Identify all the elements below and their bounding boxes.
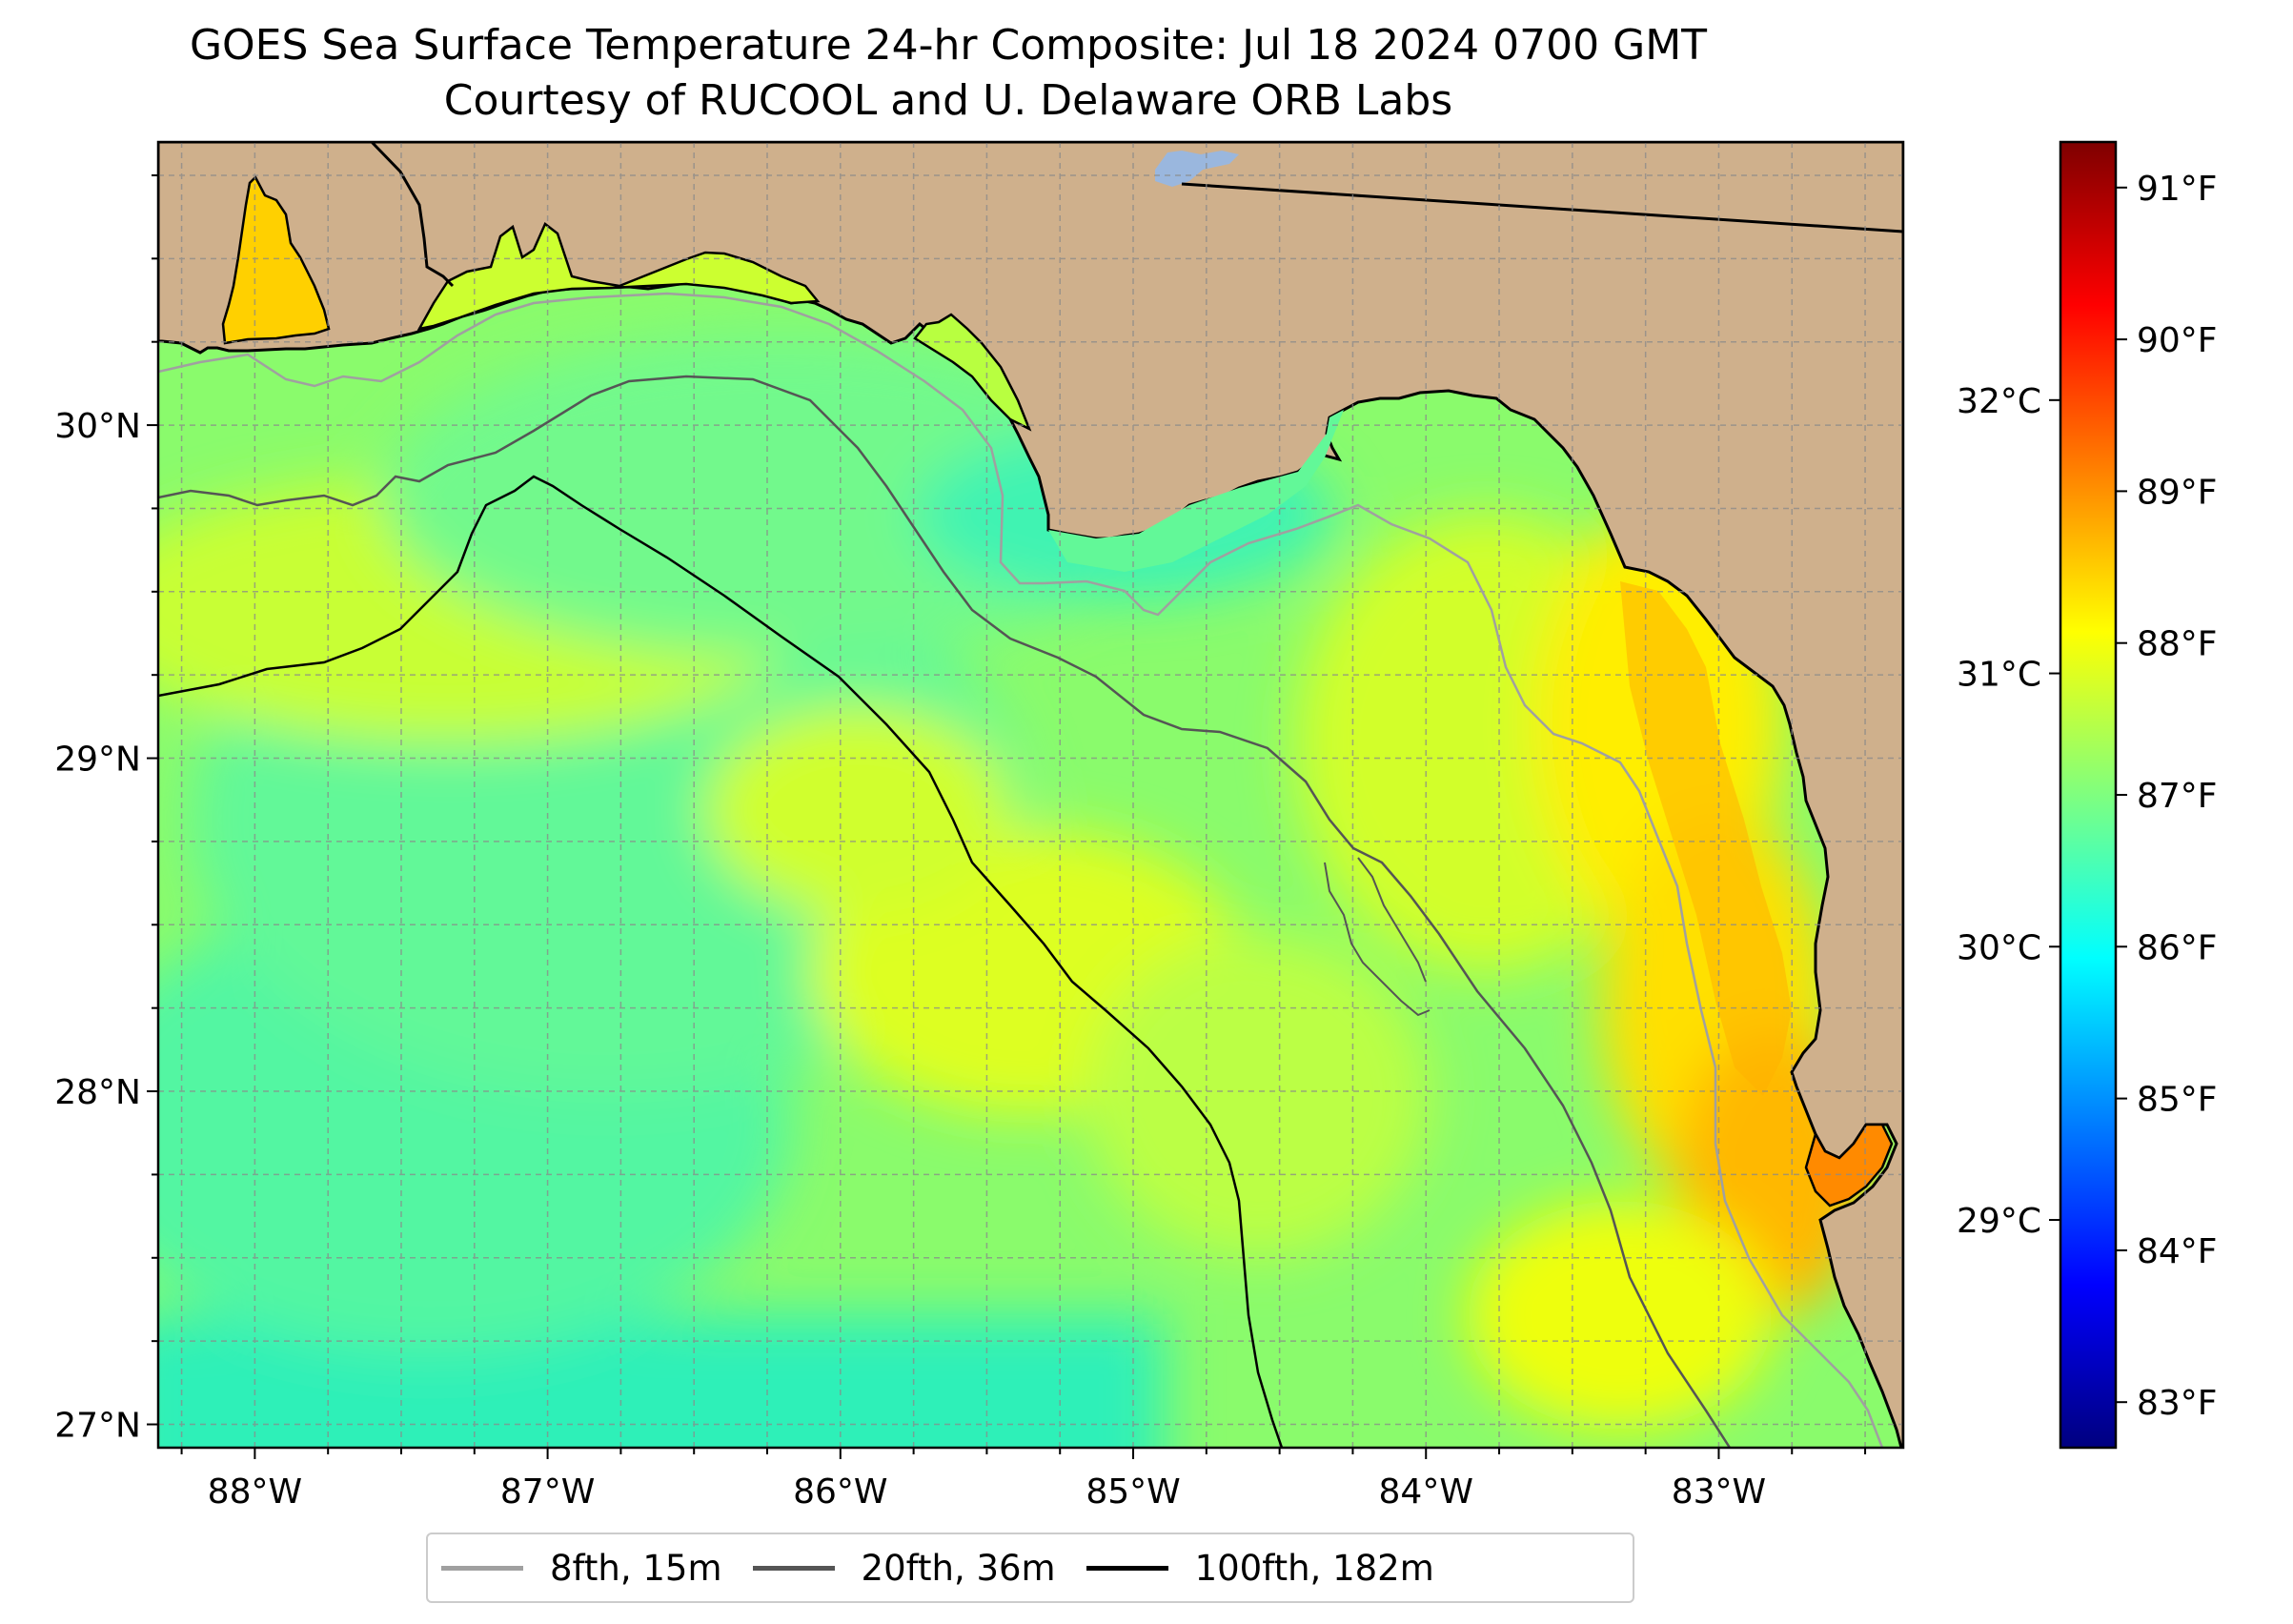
state-border [1181,182,1903,233]
tampa-bay [1804,1123,1894,1208]
colorbar-c-tick-label: 29°C [1957,1202,2041,1241]
colorbar [2059,140,2118,1450]
isobath-100fth [158,475,1284,1448]
mobile-bay [221,174,331,345]
colorbar-f-tick-label: 84°F [2137,1232,2218,1271]
lat-tick-label: 28°N [54,1073,141,1112]
colorbar-c-tick-label: 31°C [1957,656,2041,695]
state-border-west [370,142,455,288]
plot-area [158,142,1903,1448]
legend-item-20fth: 20fth, 36m [752,1547,1056,1589]
plot-frame [156,140,1905,1450]
lat-tick-label: 29°N [54,741,141,780]
chart-subtitle: Courtesy of RUCOOL and U. Delaware ORB L… [443,76,1453,125]
colorbar-celsius-axis: 29°C 30°C 31°C 32°C [1957,382,2060,1241]
colorbar-f-tick-label: 83°F [2137,1384,2218,1423]
colorbar-f-tick-label: 91°F [2137,170,2218,209]
colorbar-f-tick-label: 90°F [2137,321,2218,360]
colorbar-f-tick-label: 85°F [2137,1081,2218,1120]
lon-tick-label: 85°W [1086,1472,1180,1512]
legend-label-100fth: 100fth, 182m [1194,1547,1434,1589]
lake-icon [1155,151,1239,187]
latitude-axis: 27°N 28°N 29°N 30°N [54,173,158,1446]
choctawhatchee-bay [913,313,1032,432]
lon-tick-label: 87°W [500,1472,595,1512]
isobath-20fth [158,375,1732,1448]
legend: 8fth, 15m 20fth, 36m 100fth, 182m [426,1533,1634,1603]
colorbar-f-tick-label: 88°F [2137,625,2218,664]
lat-tick-label: 27°N [54,1407,141,1446]
colorbar-c-tick-label: 30°C [1957,928,2041,967]
chart-title: GOES Sea Surface Temperature 24-hr Compo… [189,21,1708,70]
colorbar-fahrenheit-axis: 83°F 84°F 85°F 86°F 87°F 88°F 89°F 90°F 91°F [2116,170,2218,1423]
legend-swatch-8fth [441,1565,523,1571]
legend-swatch-20fth [752,1565,835,1571]
legend-swatch-100fth [1086,1565,1168,1571]
lat-tick-label: 30°N [54,407,141,446]
legend-item-8fth: 8fth, 15m [441,1548,722,1589]
lon-tick-label: 83°W [1672,1472,1766,1512]
apalachee-bay [1048,410,1344,572]
isobath-8fth [158,292,1884,1448]
lon-tick-label: 86°W [793,1472,887,1512]
map-gridlines [158,142,1903,1448]
colorbar-c-tick-label: 32°C [1957,382,2041,421]
lon-tick-label: 88°W [208,1472,302,1512]
legend-item-100fth: 100fth, 182m [1086,1548,1434,1589]
warm-coastal-patch [1620,581,1792,1096]
colorbar-f-tick-label: 87°F [2137,777,2218,816]
coastal-bays [416,222,821,331]
colorbar-f-tick-label: 86°F [2137,928,2218,967]
lon-tick-label: 84°W [1379,1472,1473,1512]
legend-label-20fth: 20fth, 36m [861,1547,1056,1589]
big-bend-contours [1324,857,1431,1017]
longitude-axis: 88°W 87°W 86°W 85°W 84°W 83°W [180,1448,1867,1512]
colorbar-f-tick-label: 89°F [2137,473,2218,512]
legend-label-8fth: 8fth, 15m [550,1547,722,1589]
